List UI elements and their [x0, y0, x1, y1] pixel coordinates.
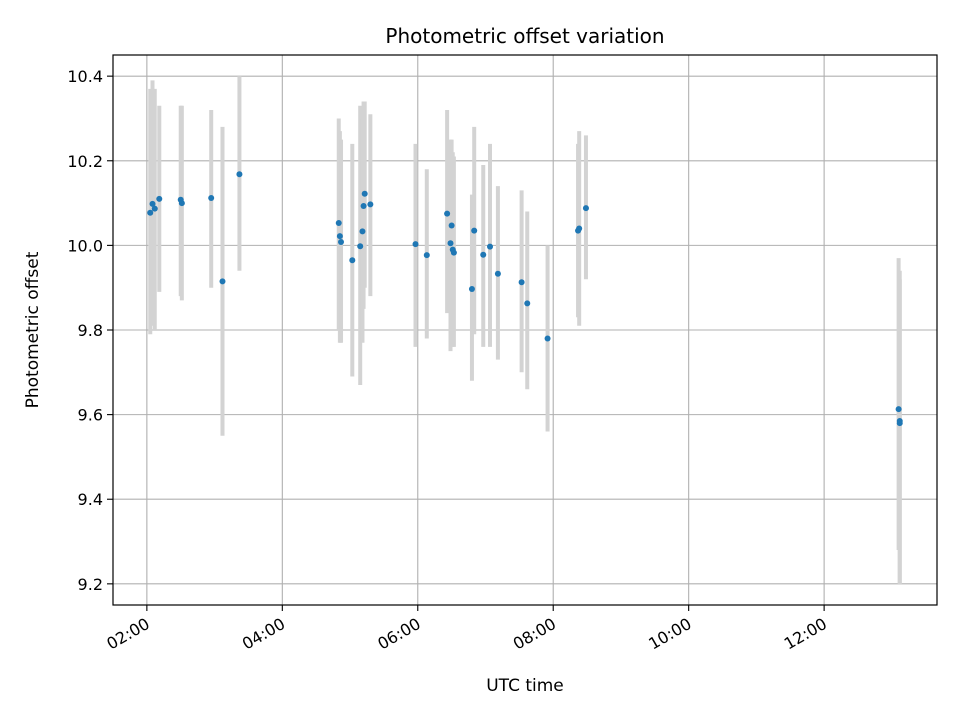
- data-point: [448, 222, 455, 229]
- y-tick-label: 10.4: [67, 67, 103, 86]
- chart-title: Photometric offset variation: [385, 24, 664, 48]
- data-point: [208, 195, 215, 201]
- y-tick-label: 9.8: [78, 321, 103, 340]
- y-tick-label: 9.4: [78, 490, 103, 509]
- data-point: [360, 203, 367, 210]
- data-point: [149, 200, 156, 207]
- data-point: [361, 190, 368, 197]
- data-point: [895, 406, 902, 413]
- data-point: [524, 300, 531, 307]
- data-point: [219, 278, 226, 285]
- data-points: [147, 171, 903, 427]
- data-point: [335, 219, 342, 226]
- grid: [113, 55, 937, 605]
- data-point: [349, 257, 356, 264]
- data-point: [480, 251, 487, 258]
- x-axis-title: UTC time: [486, 676, 564, 696]
- y-tick-label: 9.6: [78, 406, 103, 425]
- data-point: [450, 249, 457, 256]
- data-point: [447, 240, 454, 247]
- data-point: [896, 420, 903, 427]
- data-point: [576, 225, 583, 232]
- y-tick-label: 9.2: [78, 575, 103, 594]
- data-point: [494, 270, 501, 277]
- data-point: [359, 228, 366, 235]
- data-point: [468, 285, 475, 292]
- y-axis-title: Photometric offset: [23, 251, 43, 408]
- data-point: [357, 243, 364, 250]
- data-point: [423, 252, 430, 259]
- data-point: [471, 227, 478, 234]
- data-point: [178, 200, 185, 207]
- data-point: [412, 241, 419, 248]
- data-point: [487, 243, 494, 250]
- data-point: [156, 195, 163, 202]
- data-point: [444, 210, 451, 217]
- data-point: [544, 335, 551, 342]
- data-point: [236, 171, 243, 178]
- y-tick-label: 10.0: [67, 236, 103, 255]
- data-point: [151, 205, 158, 212]
- y-tick-label: 10.2: [67, 152, 103, 171]
- data-point: [518, 279, 525, 286]
- data-point: [147, 209, 154, 216]
- data-point: [367, 201, 374, 208]
- data-point: [338, 239, 345, 245]
- data-point: [582, 205, 589, 212]
- y-axis: 9.2 9.4 9.6 9.8 10.0 10.2 10.4: [67, 67, 113, 594]
- data-point: [336, 233, 343, 240]
